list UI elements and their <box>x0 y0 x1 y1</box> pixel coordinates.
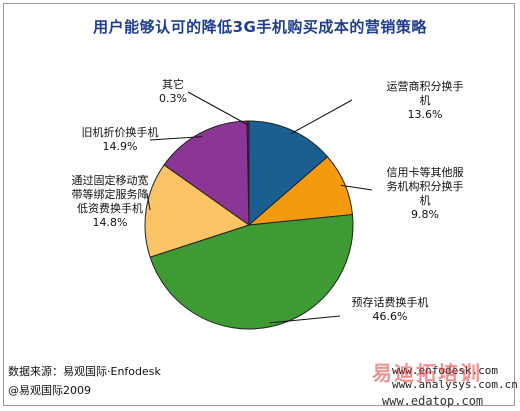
slice-label-1: 信用卡等其他服 务机构积分换手机 9.8% <box>370 166 480 222</box>
slice-label-text: 旧机折价换手机 <box>81 126 159 139</box>
leader-line-3 <box>146 193 151 211</box>
slice-label-text: 机 <box>419 94 431 107</box>
slice-label-text: 运营商积分换手 <box>386 80 464 93</box>
pie-slice-3 <box>144 164 251 258</box>
slice-label-text: 预存话费换手机 <box>351 296 429 309</box>
watermark-logo: 易迪拓培训 <box>372 361 482 385</box>
slice-percent: 46.6% <box>372 310 408 323</box>
slice-label-3: 通过固定移动宽 带等绑定服务降 低资费换手机 14.8% <box>55 174 165 230</box>
data-source: 数据来源：易观国际·Enfodesk <box>8 365 161 378</box>
slice-label-5: 其它 0.3% <box>148 78 198 106</box>
leader-line-5 <box>187 91 249 126</box>
slice-percent: 9.8% <box>411 208 439 221</box>
slice-label-4: 旧机折价换手机 14.9% <box>70 126 170 154</box>
slice-label-text: 信用卡等其他服 <box>386 166 464 179</box>
slice-label-text: 其它 <box>162 78 184 91</box>
pie-slice-0 <box>248 120 329 227</box>
watermark-url-analysys: www.analysys.com.cn <box>392 378 518 391</box>
leader-line-4 <box>149 136 203 141</box>
slice-label-text: 通过固定移动宽 <box>71 174 149 187</box>
slice-label-0: 运营商积分换手机 13.6% <box>365 80 485 122</box>
pie-slice-2 <box>149 214 354 330</box>
leader-line-1 <box>340 184 373 191</box>
watermark-url-enfodesk: www.enfodesk.com <box>392 364 498 377</box>
slice-percent: 14.8% <box>92 216 128 229</box>
slice-label-2: 预存话费换手机 46.6% <box>335 296 445 324</box>
slice-label-text: 务机构积分换手 <box>386 180 464 193</box>
slice-percent: 0.3% <box>159 92 187 105</box>
watermark-url-edatop: www.edatop.com <box>382 394 484 408</box>
copyright: @易观国际2009 <box>8 384 91 397</box>
chart-title: 用户能够认可的降低3G手机购买成本的营销策略 <box>93 18 427 36</box>
pie-slice-5 <box>246 120 250 226</box>
leader-line-0 <box>290 99 353 135</box>
slice-percent: 14.9% <box>102 140 138 153</box>
slice-label-text: 带等绑定服务降 <box>71 188 149 201</box>
slice-label-text: 机 <box>419 194 431 207</box>
slice-percent: 13.6% <box>407 108 443 121</box>
leader-line-2 <box>269 315 341 324</box>
slice-label-text: 低资费换手机 <box>77 202 143 215</box>
